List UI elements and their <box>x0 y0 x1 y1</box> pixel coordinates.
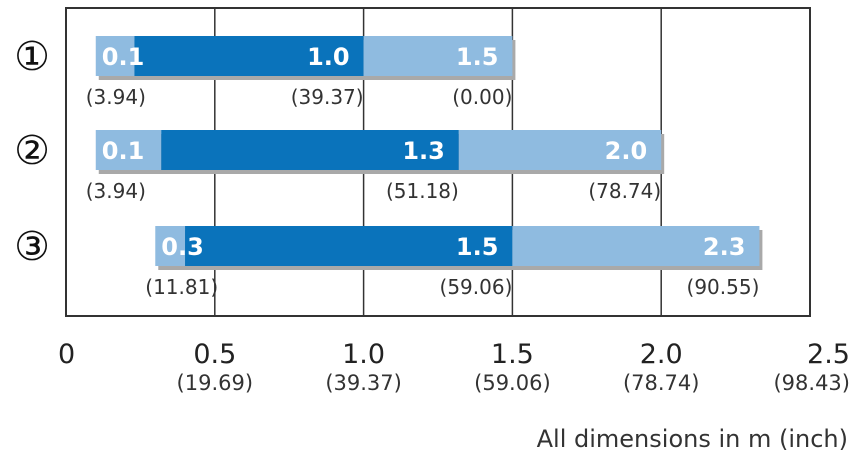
x-tick-label-3: 1.5 <box>491 339 534 370</box>
plot-frame <box>65 7 811 317</box>
x-tick-label-1: 0.5 <box>193 339 236 370</box>
bar-inch-label-2-1: (3.94) <box>86 179 146 203</box>
bar-value-label-1-3: 1.5 <box>456 43 499 71</box>
bar-segment-3-3 <box>512 226 760 266</box>
bar-inch-label-3-3: (90.55) <box>687 275 760 299</box>
bar-value-label-1-1: 0.1 <box>102 43 145 71</box>
bar-segment-3-2 <box>185 226 513 266</box>
chart: 0 0.5(19.69)1.0(39.37)1.5(59.06)2.0(78.74… <box>14 7 850 395</box>
x-tick-label-4: 2.0 <box>640 339 683 370</box>
bar-segment-1-2 <box>134 36 364 76</box>
units-footnote: All dimensions in m (inch) <box>536 425 848 453</box>
bar-value-label-2-2: 1.3 <box>402 137 445 165</box>
bar-inch-label-2-3: (78.74) <box>588 179 661 203</box>
bar-inch-label-3-1: (11.81) <box>145 275 218 299</box>
bar-inch-label-3-2: (59.06) <box>440 275 513 299</box>
x-tick-sublabel-1: (19.69) <box>177 371 254 395</box>
bar-value-label-2-1: 0.1 <box>102 137 145 165</box>
x-tick-sublabel-4: (78.74) <box>623 371 700 395</box>
x-tick-sublabel-2: (39.37) <box>325 371 402 395</box>
bar-inch-label-2-2: (51.18) <box>386 179 459 203</box>
bar-segment-1-1 <box>95 36 135 76</box>
x-tick-label-5: 2.5 <box>807 339 850 370</box>
row-label-1: ① <box>14 34 50 80</box>
x-tick-label-2: 1.0 <box>342 339 385 370</box>
bar-inch-label-1-1: (3.94) <box>86 85 146 109</box>
bar-value-label-3-1: 0.3 <box>161 233 204 261</box>
bar-segment-2-3 <box>458 130 662 170</box>
bar-segment-3-1 <box>155 226 186 266</box>
bar-segment-2-1 <box>95 130 162 170</box>
x-tick-sublabel-5: (98.43) <box>773 371 850 395</box>
x-tick-sublabel-3: (59.06) <box>474 371 551 395</box>
x-tick-label-0: 0 <box>58 339 75 370</box>
bar-value-label-1-2: 1.0 <box>307 43 350 71</box>
row-label-2: ② <box>14 128 50 174</box>
bar-value-label-3-2: 1.5 <box>456 233 499 261</box>
bar-value-label-3-3: 2.3 <box>703 233 746 261</box>
bar-segment-2-2 <box>161 130 459 170</box>
bar-segment-1-3 <box>363 36 513 76</box>
bar-value-label-2-3: 2.0 <box>605 137 648 165</box>
bar-inch-label-1-2: (39.37) <box>291 85 364 109</box>
bar-inch-label-1-3: (0.00) <box>452 85 512 109</box>
row-label-3: ③ <box>14 224 50 270</box>
